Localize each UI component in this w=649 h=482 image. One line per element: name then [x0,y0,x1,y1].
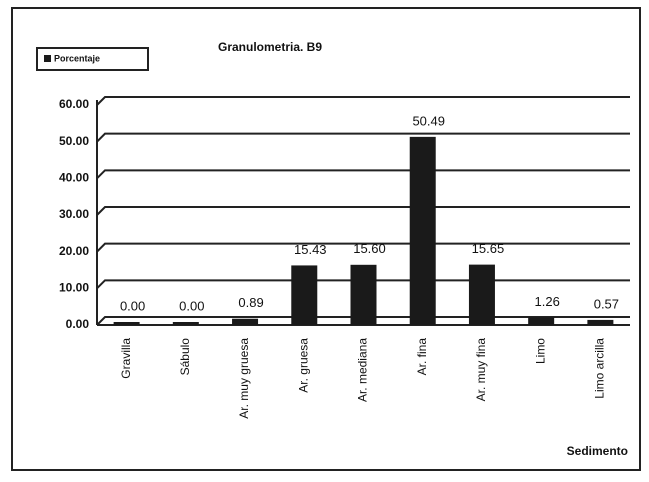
value-label: 0.89 [238,295,263,310]
grid-line [96,169,630,180]
grid-line [96,316,630,326]
bar [409,136,436,325]
y-tick-label: 40.00 [59,171,89,185]
y-tick-label: 20.00 [59,244,89,258]
x-tick-label: Ar. gruesa [296,338,310,393]
bar [587,319,614,325]
chart-title: Granulometria. B9 [218,40,322,54]
value-label: 15.60 [353,241,386,256]
x-tick-label: Limo arcilla [593,338,607,399]
x-tick-label: Ar. mediana [356,338,370,402]
x-tick-label: Ar. fina [415,338,429,376]
y-tick-label: 30.00 [59,207,89,221]
x-tick-label: Gravilla [119,338,133,379]
legend-label: Porcentaje [54,53,100,63]
value-label: 0.57 [594,296,619,311]
x-tick-label: Sábulo [178,338,192,376]
bar [113,322,140,325]
bar [291,265,318,325]
bar [232,318,259,325]
grid-line [96,132,630,143]
value-label: 1.26 [535,294,560,309]
bar [350,264,377,325]
x-axis-label: Sedimento [567,444,628,458]
chart-frame [11,7,641,471]
y-tick-label: 10.00 [59,281,89,295]
value-label: 0.00 [179,298,204,313]
y-tick-label: 50.00 [59,134,89,148]
legend-box [36,47,149,71]
value-label: 15.65 [472,241,505,256]
y-tick-label: 0.00 [66,317,90,331]
x-tick-label: Ar. muy gruesa [237,338,251,419]
grid-line [96,206,630,216]
legend-swatch [44,55,51,62]
bar [468,264,495,325]
value-label: 15.43 [294,242,327,257]
value-label: 0.00 [120,298,145,313]
bar [528,317,555,325]
grid-line [96,96,630,106]
x-tick-label: Ar. muy fina [474,338,488,402]
y-tick-label: 60.00 [59,97,89,111]
value-label: 50.49 [412,113,445,128]
grid-line [96,242,630,253]
x-tick-label: Limo [533,338,547,364]
grid-line [96,279,630,290]
bar [172,322,199,325]
